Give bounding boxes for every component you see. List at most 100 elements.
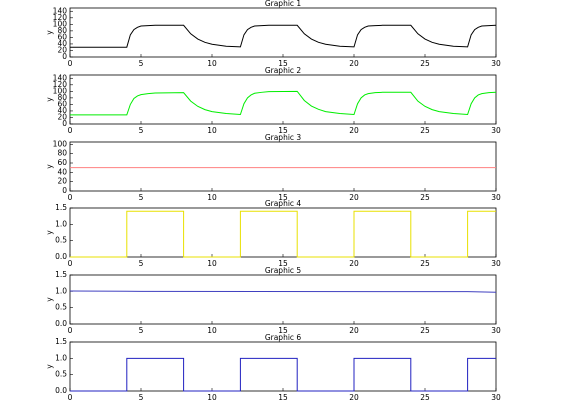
- x-tick-label: 5: [139, 193, 144, 202]
- y-tick-label: 0.0: [55, 252, 67, 261]
- y-tick-label: 80: [57, 93, 67, 102]
- x-tick-label: 15: [278, 193, 288, 202]
- x-tick-label: 0: [68, 393, 73, 401]
- x-tick-label: 30: [491, 193, 501, 202]
- x-tick-label: 25: [420, 126, 430, 135]
- y-tick-label: 0: [62, 186, 67, 195]
- y-tick-label: 40: [57, 167, 67, 176]
- y-axis-label: y: [45, 164, 54, 169]
- y-tick-label: 20: [57, 177, 67, 186]
- y-tick-label: 1.0: [55, 219, 67, 228]
- data-line: [69, 290, 497, 293]
- x-tick-label: 20: [349, 259, 359, 268]
- x-tick-label: 30: [491, 126, 501, 135]
- x-tick-label: 30: [491, 326, 501, 335]
- data-line: [70, 210, 496, 258]
- x-tick-label: 20: [349, 393, 359, 401]
- x-tick-label: 25: [420, 193, 430, 202]
- x-tick-label: 10: [207, 393, 217, 401]
- y-tick-label: 1.5: [55, 270, 67, 279]
- y-tick-label: 100: [53, 19, 68, 28]
- x-tick-label: 25: [420, 59, 430, 68]
- data-line: [70, 357, 496, 392]
- data-line: [70, 24, 497, 48]
- y-axis-label: y: [45, 364, 54, 369]
- x-tick-label: 10: [207, 126, 217, 135]
- x-tick-label: 25: [420, 326, 430, 335]
- x-tick-label: 20: [349, 326, 359, 335]
- data-line: [70, 90, 497, 116]
- x-tick-label: 5: [139, 59, 144, 68]
- y-tick-label: 60: [57, 99, 67, 108]
- y-tick-label: 80: [57, 26, 67, 35]
- plot-frame: [69, 74, 497, 125]
- x-tick-label: 30: [491, 59, 501, 68]
- x-tick-label: 10: [207, 259, 217, 268]
- y-tick-label: 1.0: [55, 286, 67, 295]
- chart-title: Graphic 5: [265, 266, 302, 275]
- x-tick-label: 10: [207, 59, 217, 68]
- y-tick-label: 40: [57, 106, 67, 115]
- x-tick-label: 5: [139, 126, 144, 135]
- x-tick-label: 15: [278, 126, 288, 135]
- x-tick-label: 20: [349, 59, 359, 68]
- y-tick-label: 0.5: [55, 236, 67, 245]
- y-tick-label: 60: [57, 158, 67, 167]
- x-tick-label: 30: [491, 393, 501, 401]
- y-tick-label: 60: [57, 32, 67, 41]
- plot-frame: [69, 7, 497, 58]
- x-tick-label: 25: [420, 393, 430, 401]
- y-tick-label: 100: [53, 86, 68, 95]
- x-tick-label: 0: [68, 126, 73, 135]
- y-tick-label: 0.0: [55, 386, 67, 395]
- y-axis-label: y: [45, 230, 54, 235]
- y-tick-label: 1.5: [55, 337, 67, 346]
- plot-frame: [69, 141, 497, 192]
- y-tick-label: 100: [53, 139, 68, 148]
- plot-frame: [69, 207, 497, 258]
- chart-title: Graphic 6: [265, 333, 302, 342]
- chart-title: Graphic 4: [265, 199, 302, 208]
- y-tick-label: 0: [62, 119, 67, 128]
- plot-frame: [69, 274, 497, 325]
- x-tick-label: 0: [68, 193, 73, 202]
- y-tick-label: 0: [62, 52, 67, 61]
- y-axis-label: y: [45, 297, 54, 302]
- x-tick-label: 0: [68, 259, 73, 268]
- y-tick-label: 20: [57, 45, 67, 54]
- x-tick-label: 15: [278, 326, 288, 335]
- y-tick-label: 140: [53, 73, 68, 82]
- x-tick-label: 15: [278, 393, 288, 401]
- x-tick-label: 25: [420, 259, 430, 268]
- x-tick-label: 0: [68, 59, 73, 68]
- x-tick-label: 15: [278, 59, 288, 68]
- chart-title: Graphic 1: [265, 0, 302, 8]
- x-tick-label: 10: [207, 326, 217, 335]
- plot-frame: [69, 341, 497, 392]
- y-tick-label: 1.0: [55, 353, 67, 362]
- x-tick-label: 10: [207, 193, 217, 202]
- x-tick-label: 5: [139, 393, 144, 401]
- y-tick-label: 120: [53, 13, 68, 22]
- y-axis-label: y: [45, 30, 54, 35]
- x-tick-label: 15: [278, 259, 288, 268]
- x-tick-label: 20: [349, 193, 359, 202]
- y-tick-label: 40: [57, 39, 67, 48]
- y-tick-label: 80: [57, 149, 67, 158]
- y-tick-label: 1.5: [55, 203, 67, 212]
- x-tick-label: 0: [68, 326, 73, 335]
- y-tick-label: 0.0: [55, 319, 67, 328]
- x-tick-label: 20: [349, 126, 359, 135]
- x-tick-label: 5: [139, 326, 144, 335]
- x-tick-label: 5: [139, 259, 144, 268]
- y-tick-label: 140: [53, 6, 68, 15]
- y-tick-label: 120: [53, 80, 68, 89]
- x-tick-label: 30: [491, 259, 501, 268]
- y-tick-label: 0.5: [55, 303, 67, 312]
- chart-title: Graphic 2: [265, 66, 302, 75]
- chart-title: Graphic 3: [265, 133, 302, 142]
- y-tick-label: 20: [57, 112, 67, 121]
- y-axis-label: y: [45, 97, 54, 102]
- y-tick-label: 0.5: [55, 370, 67, 379]
